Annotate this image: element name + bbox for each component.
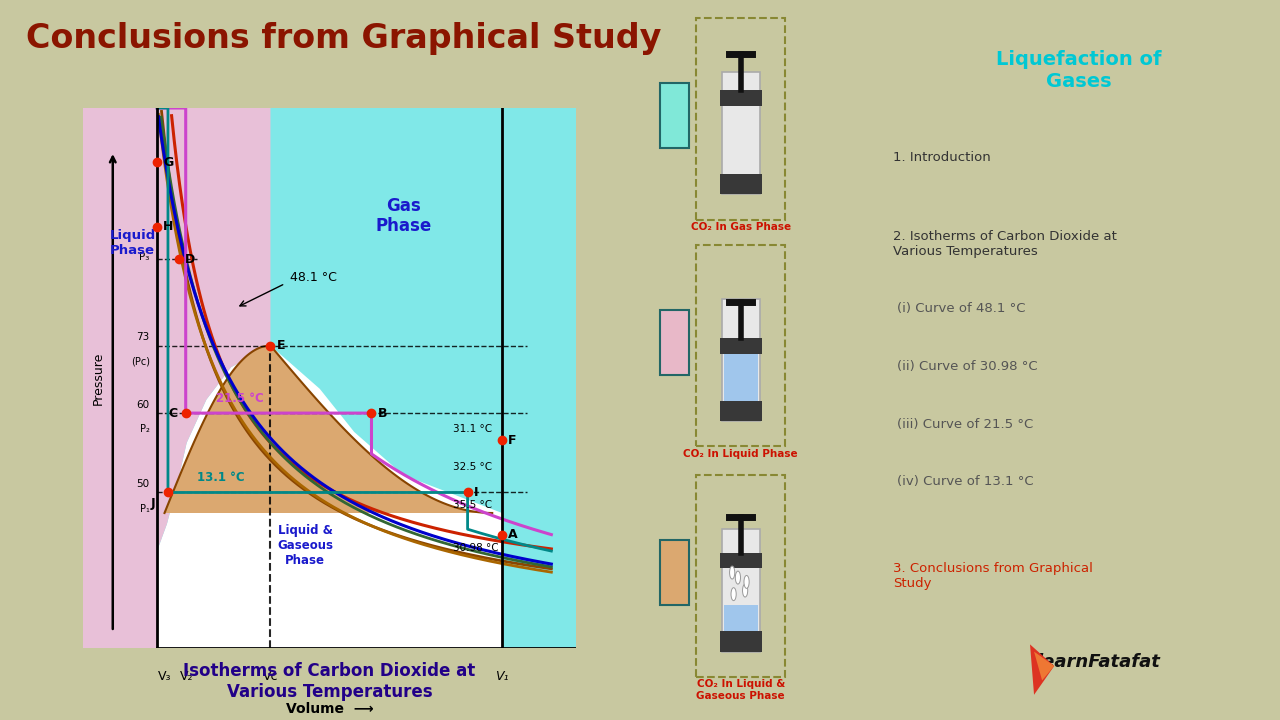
Text: (i) Curve of 48.1 °C: (i) Curve of 48.1 °C [897,302,1025,315]
Polygon shape [83,108,157,648]
Text: 32.5 °C: 32.5 °C [453,462,492,472]
Text: (Pc): (Pc) [131,357,150,366]
Text: CO₂ In Liquid &
Gaseous Phase: CO₂ In Liquid & Gaseous Phase [696,679,785,701]
Text: 60: 60 [137,400,150,410]
Text: CO₂ In Liquid Phase: CO₂ In Liquid Phase [684,449,799,459]
Bar [721,91,762,107]
Text: 48.1 °C: 48.1 °C [291,271,337,284]
Polygon shape [1030,644,1055,695]
Text: Vc: Vc [262,670,278,683]
Text: D: D [186,253,196,266]
Text: 30.98 °C: 30.98 °C [453,543,498,553]
Text: Volume  ⟶: Volume ⟶ [285,702,374,716]
Text: 2. Isotherms of Carbon Dioxide at
Various Temperatures: 2. Isotherms of Carbon Dioxide at Variou… [893,230,1117,258]
Bar [722,299,759,421]
Text: 50: 50 [137,480,150,490]
Text: V₁: V₁ [495,670,509,683]
Polygon shape [1034,652,1055,680]
Bar [660,310,689,374]
Text: J: J [151,497,155,510]
Bar [660,540,689,605]
Text: CO₂ In Gas Phase: CO₂ In Gas Phase [691,222,791,232]
Polygon shape [157,108,576,648]
Bar [721,338,762,354]
Bar [721,401,762,421]
Text: P₂: P₂ [140,424,150,434]
Bar [722,529,759,652]
Circle shape [731,588,736,600]
Text: 73: 73 [137,333,150,343]
Text: V₃: V₃ [157,670,172,683]
Text: (ii) Curve of 30.98 °C: (ii) Curve of 30.98 °C [897,360,1038,373]
Text: G: G [163,156,173,168]
Text: (iii) Curve of 21.5 °C: (iii) Curve of 21.5 °C [897,418,1033,431]
Text: 21.5 °C: 21.5 °C [216,392,264,405]
Text: A: A [508,528,517,541]
Bar [721,174,762,194]
Text: B: B [378,407,387,420]
Circle shape [735,571,741,584]
Bar [721,631,762,652]
Text: F: F [508,433,517,446]
Text: Conclusions from Graphical Study: Conclusions from Graphical Study [26,22,660,55]
Text: V₂: V₂ [180,670,193,683]
Text: Liquefaction of
Gases: Liquefaction of Gases [996,50,1161,91]
Text: 3. Conclusions from Graphical
Study: 3. Conclusions from Graphical Study [893,562,1093,590]
Text: P₃: P₃ [140,251,150,261]
Circle shape [730,566,735,579]
Text: Liquid
Phase: Liquid Phase [109,229,156,257]
Text: I: I [474,486,477,499]
Text: Liquid &
Gaseous
Phase: Liquid & Gaseous Phase [276,524,333,567]
Text: 1. Introduction: 1. Introduction [893,151,991,164]
Text: learnFatafat: learnFatafat [1037,654,1161,671]
Text: 31.1 °C: 31.1 °C [453,424,492,434]
Text: E: E [276,339,285,352]
Text: P₁: P₁ [140,504,150,513]
Text: Isotherms of Carbon Dioxide at
Various Temperatures: Isotherms of Carbon Dioxide at Various T… [183,662,476,701]
Bar [723,605,758,631]
Bar [722,72,759,194]
Bar [721,552,762,568]
Text: 35.5 °C: 35.5 °C [453,500,492,510]
Bar [660,84,689,148]
Text: Pressure: Pressure [91,351,105,405]
Text: H: H [163,220,173,233]
Polygon shape [165,346,493,513]
Circle shape [744,575,749,588]
Text: Gas
Phase: Gas Phase [375,197,431,235]
Text: (iv) Curve of 13.1 °C: (iv) Curve of 13.1 °C [897,475,1033,488]
Text: 13.1 °C: 13.1 °C [197,471,244,484]
Bar [723,354,758,401]
Text: C: C [169,407,178,420]
Circle shape [742,584,748,597]
Polygon shape [157,108,270,551]
